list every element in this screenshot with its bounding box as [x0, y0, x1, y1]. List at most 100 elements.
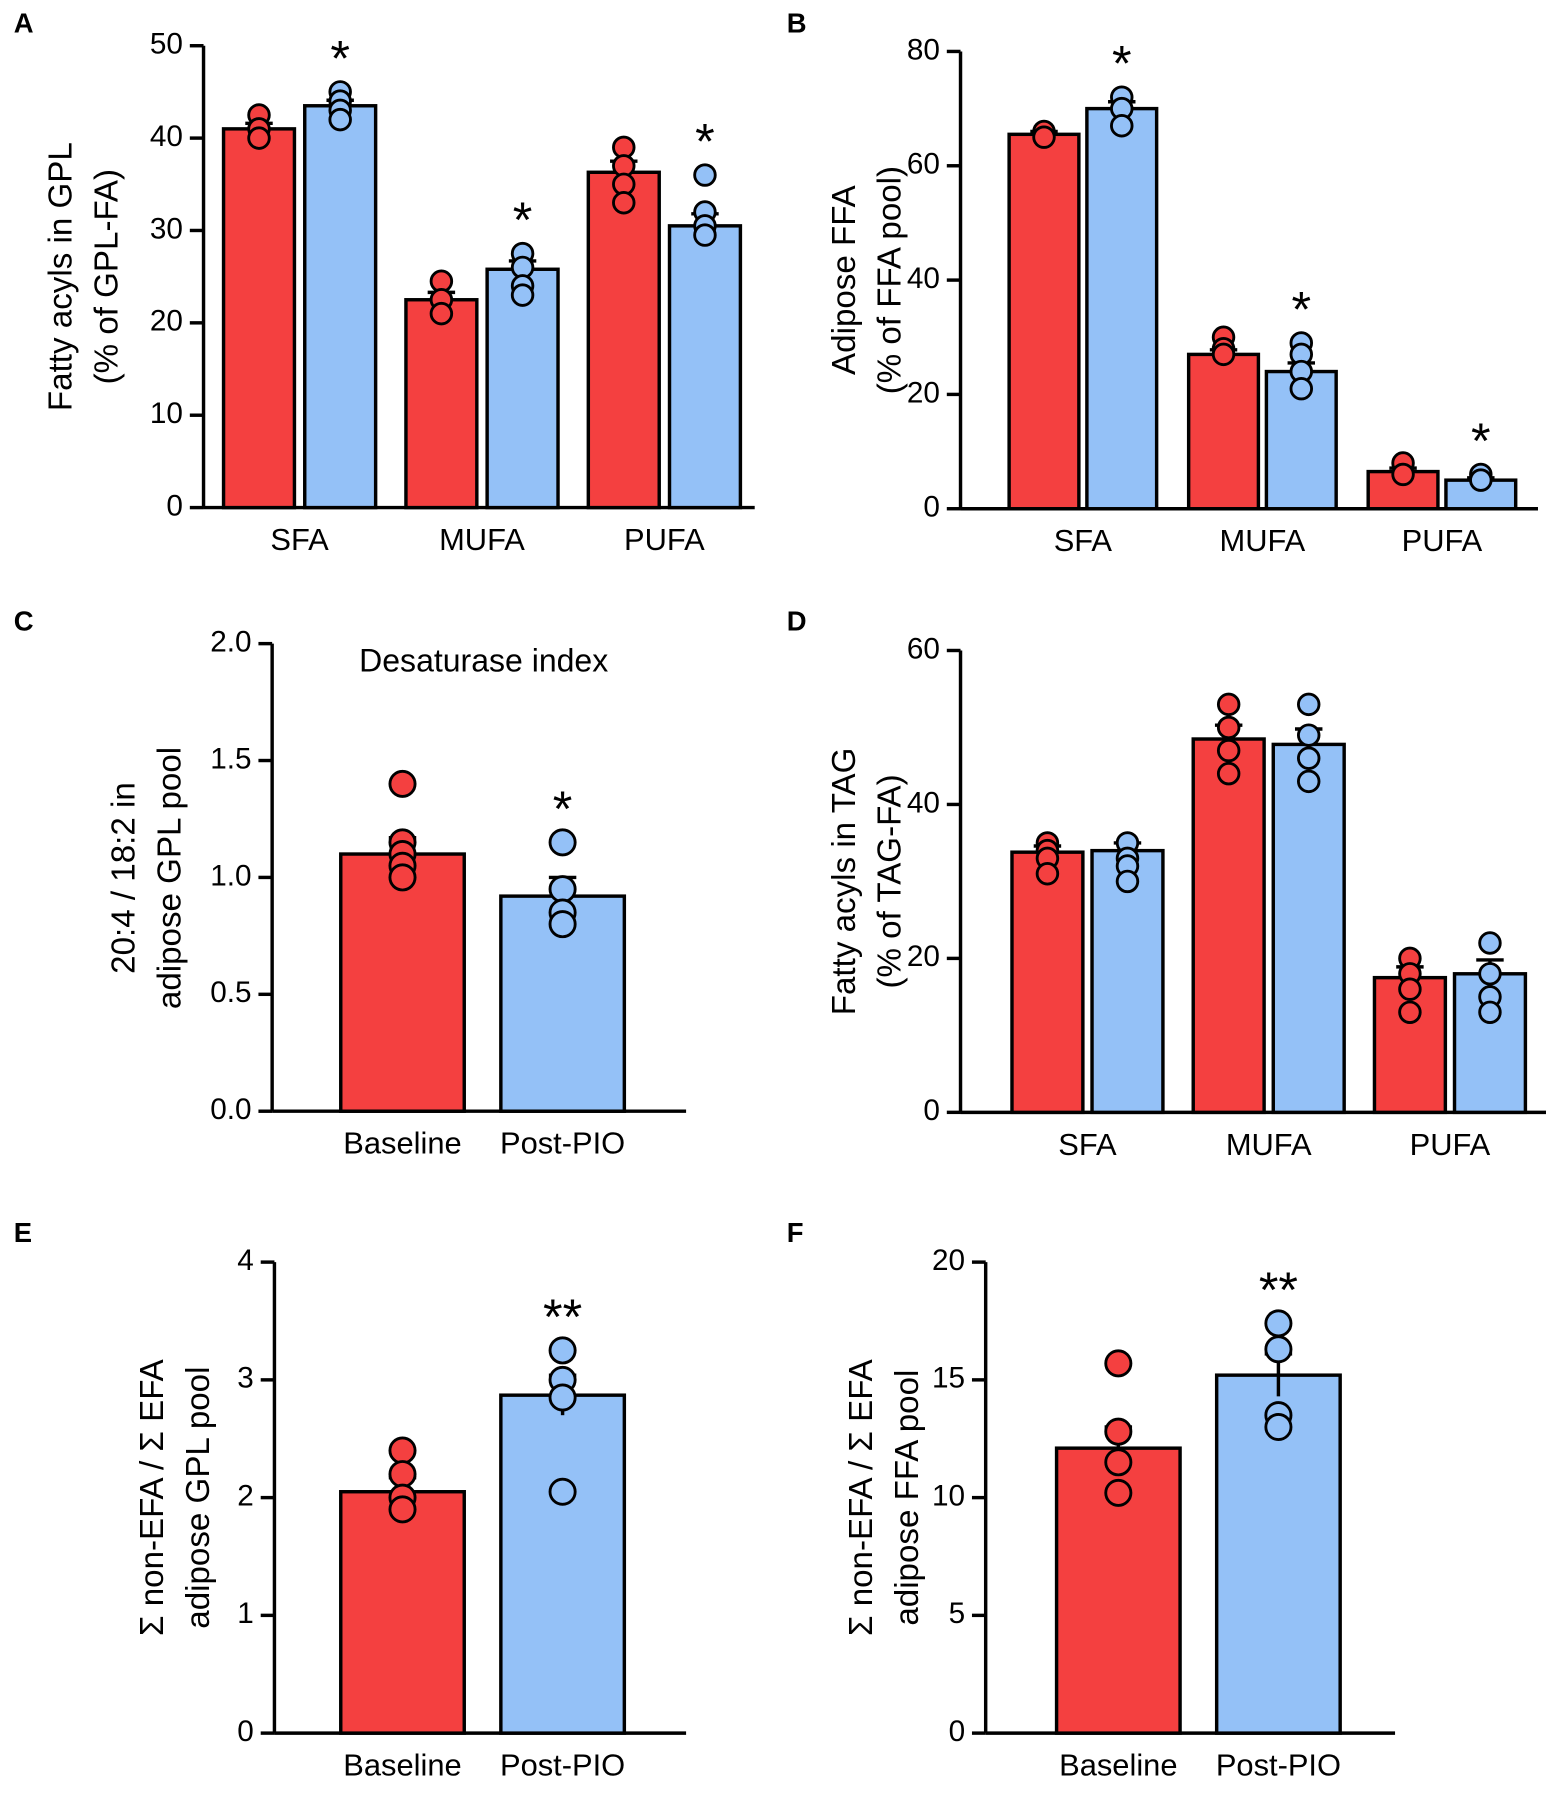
panel-label: B	[787, 7, 807, 38]
y-tick-label: 60	[907, 632, 940, 665]
panel-label: E	[14, 1217, 32, 1248]
y-tick-label: 50	[150, 28, 183, 61]
data-point	[1391, 462, 1415, 487]
data-point	[388, 863, 417, 892]
y-tick-label: 30	[150, 212, 183, 245]
bar	[1186, 352, 1261, 511]
data-point	[548, 1477, 577, 1506]
data-point	[693, 223, 717, 247]
x-tick-label: SFA	[270, 522, 329, 557]
data-point	[1398, 977, 1422, 1001]
y-tick-label: 40	[907, 786, 940, 819]
y-axis-label: (% of TAG-FA)	[872, 774, 909, 988]
data-point	[328, 107, 352, 132]
data-point	[1469, 468, 1493, 492]
bar	[1090, 848, 1165, 1115]
data-point	[388, 1495, 417, 1524]
y-tick-label: 0	[949, 1715, 966, 1748]
data-point	[1104, 1448, 1133, 1477]
x-tick-label: MUFA	[439, 522, 525, 557]
y-axis-label: Adipose FFA	[826, 184, 863, 375]
x-tick-label: PUFA	[1402, 523, 1483, 558]
bar	[1271, 742, 1346, 1115]
x-tick-label: Baseline	[343, 1126, 461, 1161]
x-tick-label: Post-PIO	[1216, 1748, 1341, 1783]
data-point	[548, 828, 577, 857]
y-axis-label: Σ non-EFA / Σ EFA	[134, 1358, 171, 1636]
data-point	[429, 301, 454, 326]
bar	[1010, 850, 1085, 1115]
y-axis-label: adipose GPL pool	[180, 1367, 217, 1629]
panel-label: D	[787, 605, 807, 636]
y-axis-label: (% of GPL-FA)	[88, 169, 125, 384]
data-point	[1296, 769, 1321, 794]
y-tick-label: 0	[923, 1094, 940, 1127]
data-point	[1478, 931, 1502, 955]
y-axis-label: adipose FFA pool	[889, 1370, 926, 1626]
panel-label: A	[14, 7, 34, 38]
data-point	[388, 1460, 417, 1489]
data-point	[1216, 715, 1241, 740]
panel-label: C	[14, 605, 34, 636]
y-tick-label: 20	[150, 305, 183, 338]
data-point	[1398, 1000, 1422, 1025]
y-tick-label: 15	[932, 1362, 965, 1395]
significance-mark: *	[1291, 281, 1311, 338]
y-tick-label: 0.0	[210, 1093, 251, 1126]
bar	[667, 224, 743, 510]
data-point	[1032, 125, 1056, 149]
y-axis-label: Fatty acyls in TAG	[826, 748, 863, 1016]
significance-mark: **	[1259, 1261, 1298, 1318]
x-tick-label: Baseline	[1059, 1748, 1177, 1783]
bar	[339, 1490, 466, 1735]
data-point	[1264, 1412, 1293, 1441]
x-tick-label: PUFA	[624, 522, 705, 557]
data-point	[1478, 962, 1502, 986]
significance-mark: *	[513, 191, 533, 248]
y-tick-label: 10	[150, 397, 183, 430]
data-point	[247, 126, 271, 150]
plot-note: Desaturase index	[359, 643, 608, 679]
x-tick-label: PUFA	[1410, 1127, 1491, 1162]
y-tick-label: 10	[932, 1479, 965, 1512]
significance-mark: *	[1471, 412, 1491, 469]
data-point	[548, 910, 577, 939]
bar	[339, 852, 466, 1113]
data-point	[1110, 114, 1134, 138]
x-tick-label: MUFA	[1220, 523, 1306, 558]
data-point	[1035, 862, 1060, 886]
data-point	[548, 1383, 577, 1412]
y-axis-label: adipose GPL pool	[151, 747, 188, 1009]
y-axis-label: (% of FFA pool)	[872, 166, 909, 394]
significance-mark: **	[543, 1288, 582, 1345]
bar	[221, 127, 297, 510]
data-point	[1211, 342, 1236, 367]
data-point	[548, 875, 577, 904]
y-tick-label: 2	[237, 1479, 254, 1512]
data-point	[1296, 723, 1321, 747]
y-axis-label: 20:4 / 18:2 in	[106, 782, 143, 974]
data-point	[1115, 869, 1140, 894]
y-tick-label: 1	[237, 1597, 254, 1630]
data-point	[1296, 692, 1321, 717]
data-point	[388, 769, 417, 798]
data-point	[1264, 1335, 1293, 1364]
data-point	[693, 163, 717, 187]
data-point	[1478, 1000, 1502, 1025]
y-tick-label: 5	[949, 1597, 966, 1630]
bar	[499, 1393, 627, 1735]
significance-mark: *	[1112, 35, 1132, 92]
data-point	[510, 283, 535, 307]
x-tick-label: SFA	[1054, 523, 1113, 558]
y-tick-label: 1.0	[210, 859, 251, 892]
y-tick-label: 0.5	[210, 976, 251, 1009]
x-tick-label: SFA	[1058, 1127, 1117, 1162]
x-tick-label: Post-PIO	[500, 1126, 625, 1161]
data-point	[1216, 761, 1241, 786]
y-axis-label: Fatty acyls in GPL	[43, 142, 80, 411]
y-tick-label: 0	[237, 1715, 254, 1748]
data-point	[1104, 1478, 1133, 1507]
y-axis-label: Σ non-EFA / Σ EFA	[843, 1358, 880, 1636]
bar	[404, 298, 479, 510]
